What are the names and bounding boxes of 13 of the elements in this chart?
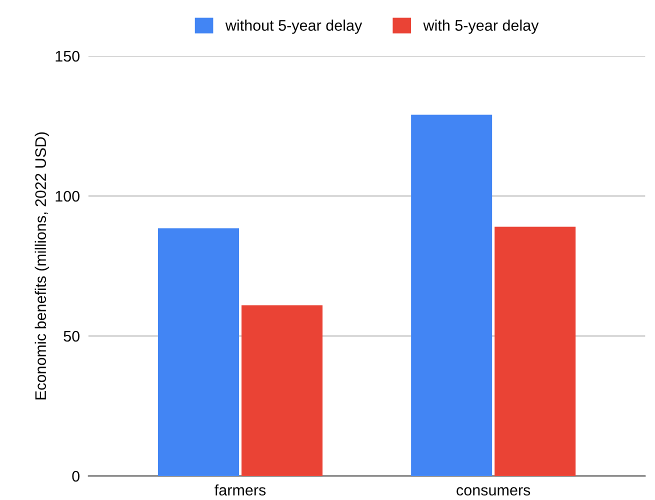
legend-label: with 5-year delay [423, 20, 539, 34]
bar [242, 305, 323, 476]
y-tick-label: 50 [64, 330, 80, 342]
y-axis-title: Economic benefits (millions, 2022 USD) [34, 132, 50, 400]
bar [411, 114, 492, 476]
bar [158, 228, 240, 476]
y-tick-label: 150 [56, 50, 80, 62]
y-tick-label: 0 [72, 470, 80, 482]
bar [494, 226, 576, 476]
x-tick-label: consumers [456, 487, 530, 496]
legend-label: without 5-year delay [225, 20, 362, 34]
x-tick-label: farmers [214, 484, 266, 496]
y-tick-label: 100 [56, 190, 80, 202]
